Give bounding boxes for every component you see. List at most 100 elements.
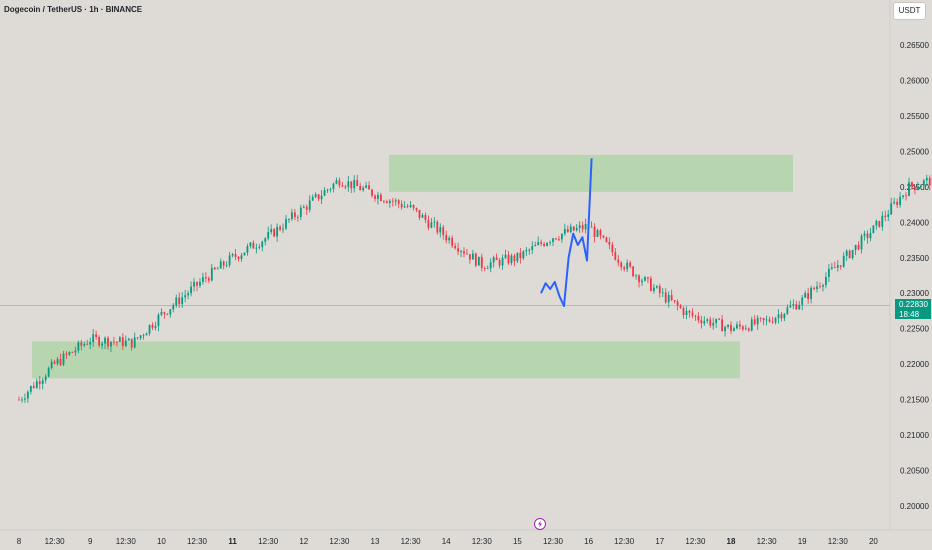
candle-body xyxy=(673,300,676,302)
candle-body xyxy=(804,293,807,298)
candle-body xyxy=(756,317,759,325)
candle-body xyxy=(406,206,409,208)
candle-body xyxy=(813,287,815,289)
candle-body xyxy=(712,323,715,326)
lightning-icon[interactable] xyxy=(534,518,546,530)
candle-body xyxy=(863,233,866,236)
candle-body xyxy=(234,254,237,257)
candle-body xyxy=(178,297,181,305)
candle-body xyxy=(454,245,456,249)
candle-body xyxy=(249,242,252,247)
candle-body xyxy=(549,242,551,243)
candle-body xyxy=(765,319,768,321)
candle-body xyxy=(175,297,178,306)
candle-body xyxy=(267,232,270,239)
candle-body xyxy=(181,297,184,305)
candle-body xyxy=(44,376,47,381)
candle-body xyxy=(445,235,448,241)
candle-body xyxy=(29,386,32,392)
candle-body xyxy=(780,314,783,319)
candle-body xyxy=(629,262,632,267)
candle-body xyxy=(246,246,249,253)
candle-body xyxy=(172,305,175,310)
candle-body xyxy=(53,361,56,364)
candle-body xyxy=(338,180,341,186)
candle-body xyxy=(344,186,347,188)
candle-body xyxy=(299,207,302,218)
candle-body xyxy=(207,278,210,281)
candle-body xyxy=(157,314,160,326)
candle-body xyxy=(652,287,655,292)
currency-button[interactable]: USDT xyxy=(893,2,926,20)
candle-body xyxy=(650,278,652,292)
candle-body xyxy=(917,187,919,190)
x-tick-label: 16 xyxy=(584,537,593,546)
x-tick-label: 12:30 xyxy=(614,537,635,546)
candle-body xyxy=(528,249,531,251)
candle-body xyxy=(703,320,706,324)
candle-body xyxy=(566,229,569,233)
candle-body xyxy=(466,253,468,255)
candle-body xyxy=(107,337,109,347)
candle-body xyxy=(552,238,554,243)
candle-body xyxy=(329,189,332,190)
candle-body xyxy=(302,206,305,208)
candle-body xyxy=(798,304,801,310)
candle-body xyxy=(869,233,872,239)
candle-body xyxy=(480,256,483,268)
x-tick-label: 12:30 xyxy=(187,537,208,546)
candle-body xyxy=(326,189,329,191)
candle-body xyxy=(887,214,890,217)
candle-body xyxy=(661,292,664,294)
candle-body xyxy=(228,255,231,266)
candle-body xyxy=(911,182,913,187)
candle-body xyxy=(276,226,278,237)
candle-body xyxy=(744,328,747,330)
candle-body xyxy=(845,250,848,256)
candle-body xyxy=(563,229,566,234)
candle-body xyxy=(513,255,516,262)
candle-body xyxy=(104,337,106,344)
candle-body xyxy=(442,227,445,236)
candle-body xyxy=(685,310,688,316)
candle-body xyxy=(323,190,326,196)
x-tick-label: 10 xyxy=(157,537,166,546)
candle-body xyxy=(264,238,267,242)
x-tick-label: 12:30 xyxy=(472,537,493,546)
candle-body xyxy=(893,201,896,204)
candle-body xyxy=(851,249,854,258)
current-price-value: 0.22830 xyxy=(899,300,928,309)
candle-body xyxy=(558,239,560,241)
candle-body xyxy=(759,317,762,319)
candle-body xyxy=(486,268,489,270)
candle-body xyxy=(199,281,201,286)
candle-body xyxy=(531,246,534,250)
support-zone xyxy=(32,341,740,379)
candle-body xyxy=(133,337,136,348)
candle-body xyxy=(308,200,311,210)
candle-body xyxy=(810,287,812,299)
projection-path xyxy=(540,158,593,307)
candle-body xyxy=(783,313,786,319)
candle-body xyxy=(857,244,860,250)
candle-body xyxy=(644,277,646,281)
candle-body xyxy=(492,257,495,263)
candle-body xyxy=(113,341,115,343)
candle-body xyxy=(842,255,845,267)
candle-body xyxy=(718,318,721,320)
candle-body xyxy=(424,215,427,220)
candle-body xyxy=(925,178,928,181)
candle-body xyxy=(32,386,35,388)
candle-body xyxy=(501,257,504,266)
candle-body xyxy=(825,276,827,286)
candle-body xyxy=(92,334,95,342)
candle-body xyxy=(828,268,830,277)
x-tick-label: 12:30 xyxy=(685,537,706,546)
y-tick-label: 0.25000 xyxy=(900,147,929,156)
candle-body xyxy=(801,297,804,305)
candle-body xyxy=(504,254,507,258)
candle-body xyxy=(457,248,459,252)
candle-body xyxy=(569,226,572,233)
candle-body xyxy=(383,200,385,202)
